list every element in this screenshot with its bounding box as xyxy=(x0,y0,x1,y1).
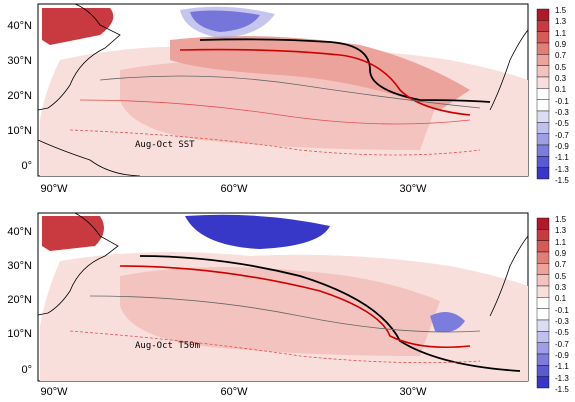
map-t50m xyxy=(37,212,529,382)
colorbar-label: -1.3 xyxy=(555,164,569,174)
lat-tick: 20°N xyxy=(7,294,32,306)
lat-tick: 0° xyxy=(21,364,32,376)
colorbar-label: -0.1 xyxy=(555,305,569,315)
colorbar-label: -0.5 xyxy=(555,328,569,338)
colorbar-label: 0.7 xyxy=(555,51,567,61)
colorbar-swatch xyxy=(536,122,550,134)
colorbar-label: -0.7 xyxy=(555,339,569,349)
colorbar-label: -1.1 xyxy=(555,362,569,372)
colorbar-swatch xyxy=(536,8,550,21)
colorbar-label: 0.5 xyxy=(555,271,567,281)
colorbar-swatch xyxy=(536,229,550,241)
colorbar-swatch xyxy=(536,331,550,343)
colorbar-swatch xyxy=(536,353,550,366)
colorbar-swatch xyxy=(536,31,550,44)
colorbar-label: 0.5 xyxy=(555,62,567,72)
colorbar-swatch xyxy=(536,342,550,355)
colorbar-swatch xyxy=(536,144,550,157)
colorbar-swatch xyxy=(536,65,550,78)
lat-tick: 10°N xyxy=(7,328,32,340)
colorbar-label: -0.3 xyxy=(555,317,569,326)
colorbar-label: 0.9 xyxy=(555,249,567,258)
colorbar-label: 0.1 xyxy=(555,294,567,304)
colorbar-label: 1.3 xyxy=(555,226,567,236)
panel-label: Aug-Oct T50m xyxy=(135,341,201,351)
colorbar-swatch xyxy=(536,99,550,112)
lon-tick: 60°W xyxy=(220,183,248,195)
colorbar-label: 0.3 xyxy=(555,74,567,83)
colorbar-swatch xyxy=(536,251,550,264)
colorbar-swatch xyxy=(536,319,550,332)
colorbar-swatch xyxy=(536,285,550,298)
colorbar-label: -0.7 xyxy=(555,130,569,140)
colorbar-label: -0.3 xyxy=(555,108,569,117)
colorbar-label: 0.3 xyxy=(555,283,567,292)
colorbar-swatch xyxy=(536,297,550,309)
lon-tick: 30°W xyxy=(399,386,427,398)
colorbar-swatch xyxy=(536,20,550,32)
lat-tick: 10°N xyxy=(7,125,32,137)
colorbar-swatch xyxy=(536,133,550,146)
lon-tick: 90°W xyxy=(40,386,68,398)
colorbar-label: -1.1 xyxy=(555,153,569,163)
colorbar-t50m xyxy=(536,217,550,389)
colorbar-label: 0.7 xyxy=(555,260,567,270)
lat-tick: 30°N xyxy=(7,260,32,272)
colorbar-label: 0.9 xyxy=(555,40,567,49)
lon-tick: 90°W xyxy=(40,183,68,195)
colorbar-swatch xyxy=(536,217,550,230)
colorbar-swatch xyxy=(536,274,550,287)
colorbar-label: 1.3 xyxy=(555,17,567,27)
lat-tick: 20°N xyxy=(7,90,32,102)
lon-tick: 30°W xyxy=(399,183,427,195)
map-sst xyxy=(37,3,529,177)
lat-tick: 30°N xyxy=(7,55,32,67)
colorbar-swatch xyxy=(536,76,550,89)
lat-tick: 40°N xyxy=(7,20,32,32)
colorbar-swatch xyxy=(536,42,550,55)
colorbar-swatch xyxy=(536,167,550,180)
colorbar-sst xyxy=(536,8,550,180)
colorbar-label: 1.5 xyxy=(555,215,567,224)
colorbar-swatch xyxy=(536,376,550,389)
colorbar-swatch xyxy=(536,88,550,100)
colorbar-label: -1.5 xyxy=(555,385,569,394)
panel-sst: Aug-Oct SST 40°N 30°N 20°N 10°N 0° 90°W … xyxy=(7,3,529,195)
colorbar-label: 0.1 xyxy=(555,85,567,95)
colorbar-label: 1.1 xyxy=(555,237,567,247)
colorbar-label: 1.1 xyxy=(555,28,567,38)
colorbar-swatch xyxy=(536,54,550,66)
lat-tick: 40°N xyxy=(7,226,32,238)
lat-tick: 0° xyxy=(21,160,32,172)
colorbar-swatch xyxy=(536,308,550,321)
colorbar-label: -0.5 xyxy=(555,119,569,129)
colorbar-label: -0.1 xyxy=(555,96,569,106)
colorbar-label: 1.5 xyxy=(555,6,567,15)
lon-tick: 60°W xyxy=(220,386,248,398)
colorbar-label: -1.3 xyxy=(555,373,569,383)
panel-t50m: Aug-Oct T50m 40°N 30°N 20°N 10°N 0° 90°W… xyxy=(0,201,575,402)
colorbar-swatch xyxy=(536,240,550,253)
colorbar-swatch xyxy=(536,263,550,275)
colorbar-label: -1.5 xyxy=(555,176,569,185)
colorbar-swatch xyxy=(536,156,550,168)
colorbar-label: -0.9 xyxy=(555,351,569,360)
colorbar-swatch xyxy=(536,365,550,377)
colorbar-label: -0.9 xyxy=(555,142,569,151)
colorbar-swatch xyxy=(536,110,550,123)
panel-label: Aug-Oct SST xyxy=(135,140,195,150)
